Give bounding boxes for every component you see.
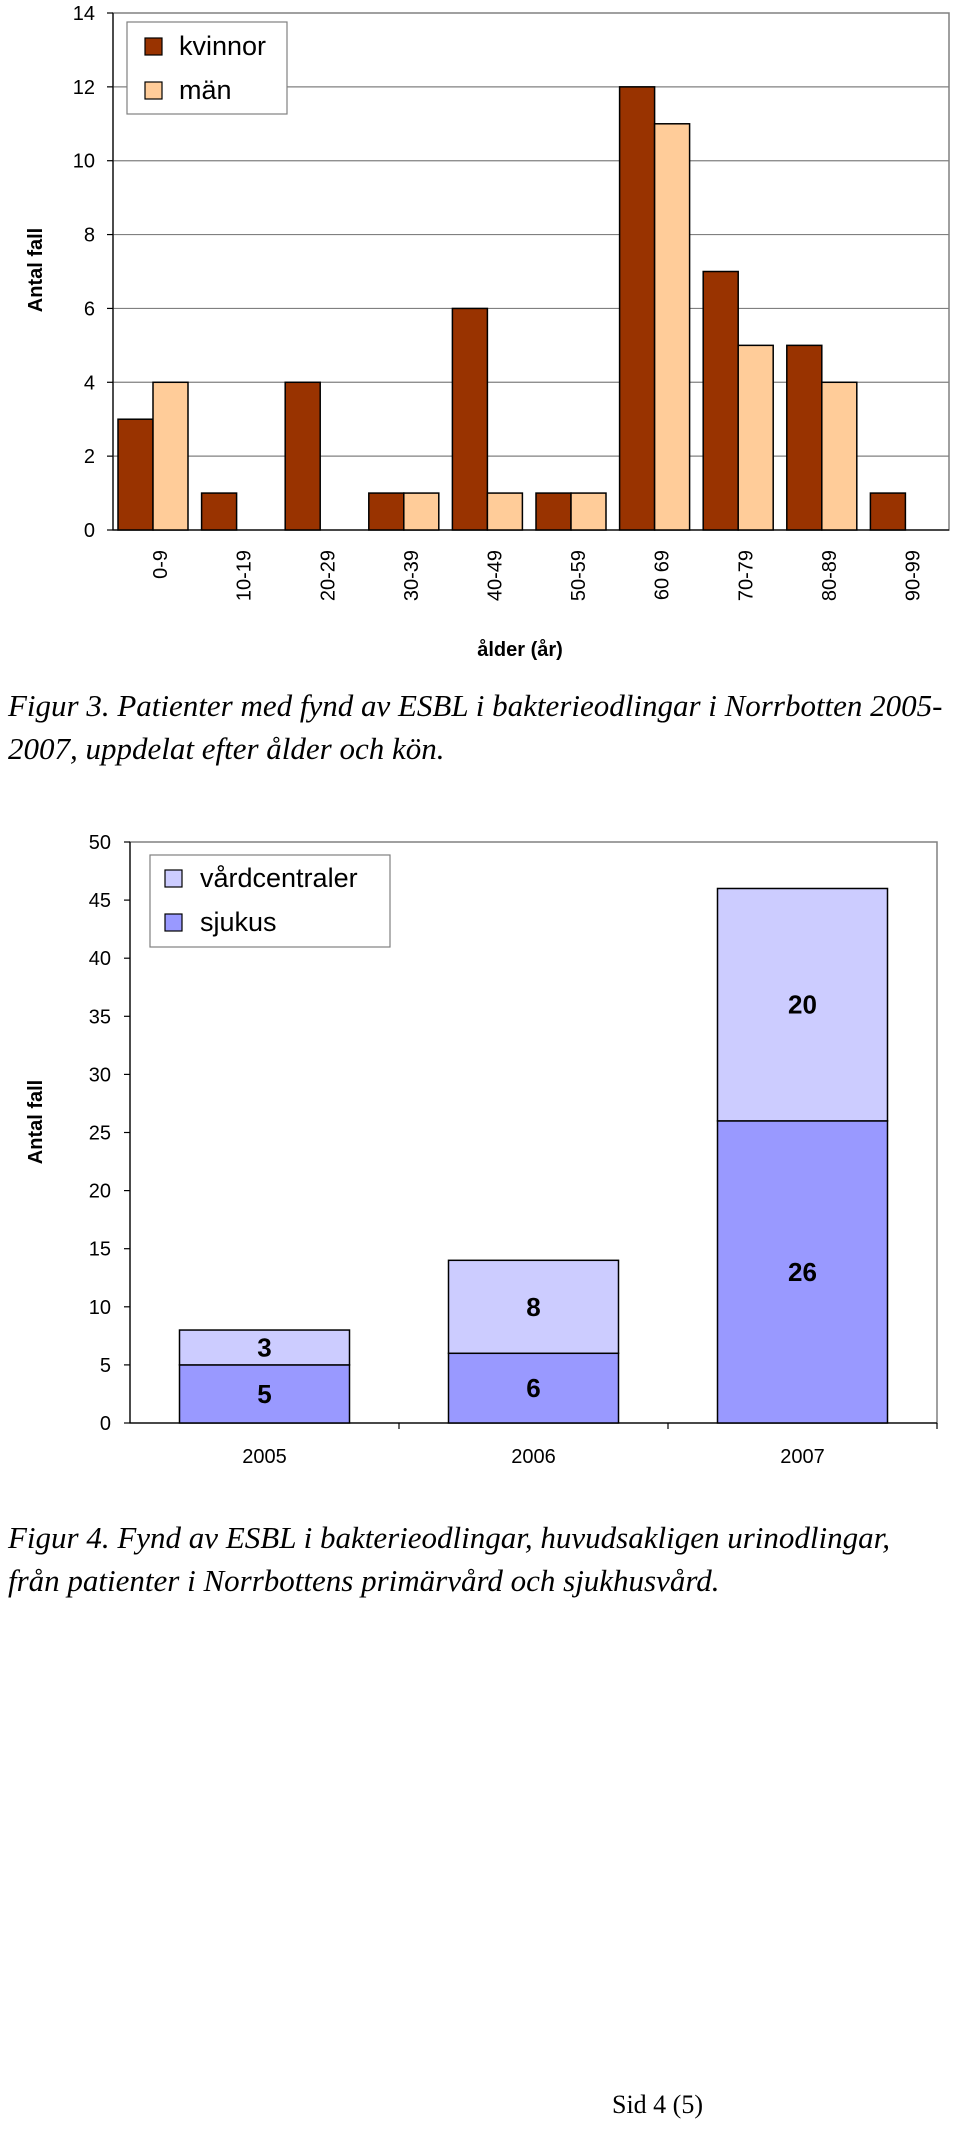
bar-män [821, 381, 858, 531]
bar-män [737, 344, 774, 531]
bar-vårdcentraler [178, 1329, 351, 1366]
legend-box [149, 854, 391, 948]
x-tick-label: 10-19 [234, 550, 256, 601]
bar-kvinnor [535, 492, 572, 531]
bar-kvinnor [451, 307, 489, 531]
bar-män [403, 492, 440, 531]
bar-sjukus [447, 1352, 620, 1424]
x-tick-label: 50-59 [568, 550, 590, 601]
y-tick-label: 30 [89, 1064, 111, 1086]
bar-kvinnor [618, 86, 656, 531]
bar-kvinnor [869, 492, 907, 531]
y-tick-label: 15 [89, 1239, 111, 1261]
y-tick-label: 4 [84, 372, 95, 394]
data-label-sjukus: 26 [788, 1257, 817, 1287]
x-tick-label: 40-49 [484, 550, 506, 601]
figure-3-caption: Figur 3. Patienter med fynd av ESBL i ba… [8, 688, 943, 766]
legend-label-kvinnor: kvinnor [179, 31, 266, 61]
bar-män [653, 123, 691, 531]
y-axis-title: Antal fall [25, 228, 47, 312]
y-axis-title: Antal fall [25, 1080, 47, 1164]
y-tick-label: 45 [89, 890, 111, 912]
y-tick-label: 0 [84, 520, 95, 542]
y-tick-label: 5 [100, 1355, 111, 1377]
figure-4-caption: Figur 4. Fynd av ESBL i bakterieodlingar… [8, 1520, 891, 1598]
x-tick-label: 30-39 [401, 550, 423, 601]
data-label-vårdcentraler: 3 [257, 1332, 271, 1362]
legend-swatch-kvinnor [144, 37, 163, 56]
data-label-sjukus: 6 [526, 1373, 540, 1403]
bar-män [152, 381, 189, 531]
bar-vårdcentraler [447, 1259, 620, 1355]
x-tick-label: 60 69 [652, 550, 674, 600]
data-label-vårdcentraler: 20 [788, 990, 817, 1020]
legend-label-sjukus: sjukus [200, 907, 277, 937]
x-tick-label: 0-9 [150, 550, 172, 579]
page-footer: Sid 4 (5) [612, 2090, 703, 2119]
x-axis-title: ålder (år) [477, 638, 563, 661]
legend-swatch-män [144, 81, 163, 100]
bar-kvinnor [702, 270, 739, 531]
bar-kvinnor [368, 492, 405, 531]
y-tick-label: 35 [89, 1006, 111, 1028]
legend-label-män: män [179, 75, 232, 105]
data-label-sjukus: 5 [257, 1379, 271, 1409]
y-tick-label: 0 [100, 1413, 111, 1435]
bar-män [486, 492, 524, 531]
y-tick-label: 2 [84, 446, 95, 468]
y-tick-label: 25 [89, 1123, 111, 1145]
y-tick-label: 10 [73, 151, 95, 173]
y-tick-label: 6 [84, 298, 95, 320]
figure-3-chart: 0 2 4 6 8 10 12 14 0-9 10-19 20-29 30-39 40-49 50-59 6… [25, 3, 950, 661]
y-tick-label: 10 [89, 1297, 111, 1319]
y-tick-label: 14 [73, 3, 95, 25]
x-tick-label: 2005 [242, 1446, 287, 1468]
legend-swatch-vårdcentraler [164, 869, 183, 888]
y-tick-label: 12 [73, 77, 95, 99]
x-tick-label: 90-99 [902, 550, 924, 601]
legend-swatch-sjukus [164, 913, 183, 932]
data-label-vårdcentraler: 8 [526, 1292, 540, 1322]
legend-label-vårdcentraler: vårdcentraler [200, 863, 358, 893]
bar-kvinnor [200, 492, 238, 531]
bar-vårdcentraler [716, 887, 889, 1122]
bar-män [570, 492, 607, 531]
x-tick-label: 20-29 [317, 550, 339, 601]
bar-kvinnor [284, 381, 321, 531]
x-tick-label: 2006 [511, 1446, 556, 1468]
y-tick-label: 50 [89, 832, 111, 854]
y-tick-label: 8 [84, 225, 95, 247]
x-tick-label: 70-79 [735, 550, 757, 601]
y-tick-label: 20 [89, 1181, 111, 1203]
y-tick-label: 40 [89, 948, 111, 970]
x-tick-label: 80-89 [819, 550, 841, 601]
x-tick-label: 2007 [780, 1446, 825, 1468]
